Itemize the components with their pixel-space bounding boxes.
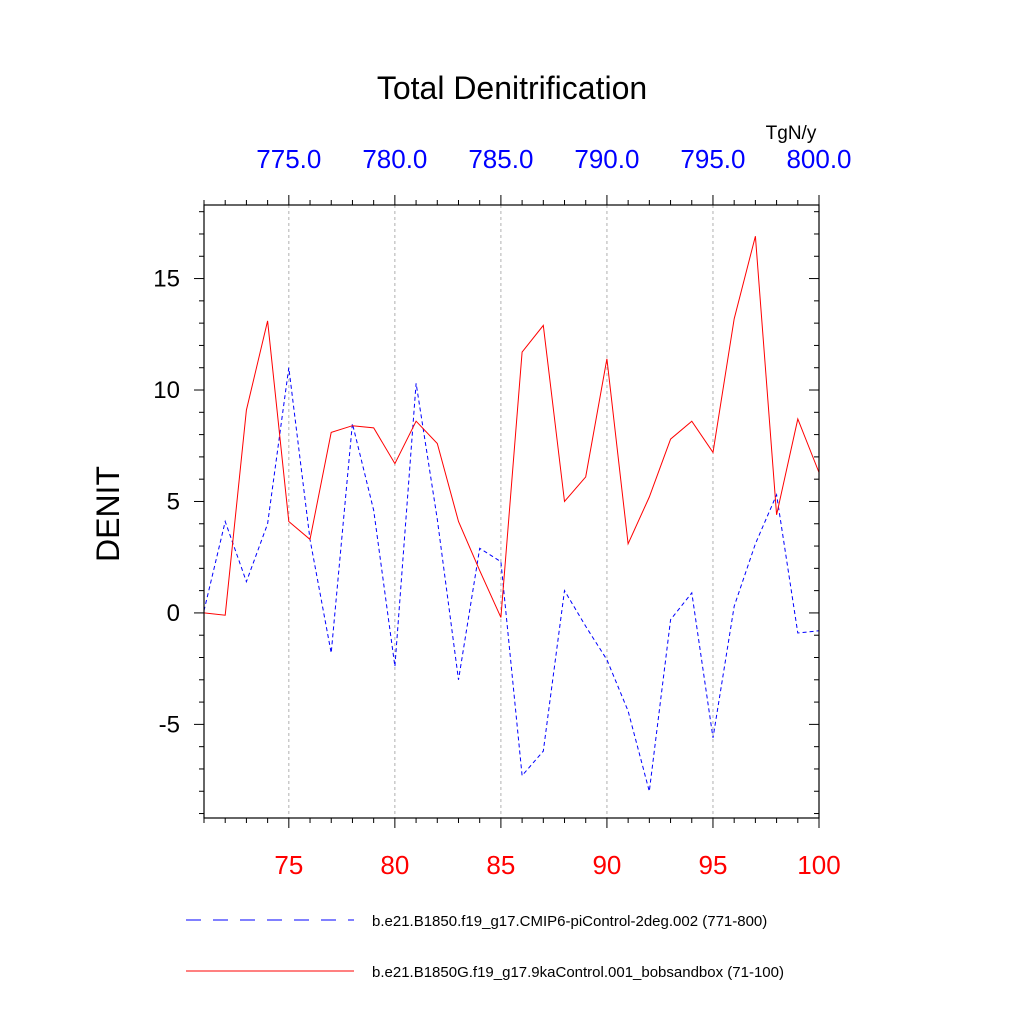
y-tick-label: 5 (167, 488, 180, 515)
grid-lines (288, 205, 714, 818)
y-tick-label: -5 (159, 711, 180, 738)
legend-label: b.e21.B1850.f19_g17.CMIP6-piControl-2deg… (372, 913, 767, 930)
x-bottom-tick-label: 90 (592, 850, 621, 880)
legend-label: b.e21.B1850G.f19_g17.9kaControl.001_bobs… (372, 964, 784, 981)
y-tick-label: 0 (167, 600, 180, 627)
chart-title: Total Denitrification (377, 70, 647, 106)
y-tick-label: 15 (153, 266, 180, 293)
series-line-piControl (203, 367, 820, 792)
x-bottom-tick-label: 95 (699, 850, 728, 880)
x-top-tick-label: 795.0 (680, 144, 745, 174)
x-top-tick-label: 780.0 (362, 144, 427, 174)
x-top-tick-label: 775.0 (256, 144, 321, 174)
x-top-tick-label: 785.0 (468, 144, 533, 174)
plot-frame (203, 204, 820, 819)
x-top-tick-label: 800.0 (786, 144, 851, 174)
y-tick-label: 10 (153, 377, 180, 404)
legend: b.e21.B1850.f19_g17.CMIP6-piControl-2deg… (186, 913, 784, 981)
series-lines (203, 236, 820, 792)
x-bottom-tick-label: 100 (797, 850, 840, 880)
x-bottom-tick-label: 80 (380, 850, 409, 880)
x-top-tick-label: 790.0 (574, 144, 639, 174)
series-line-9kaControl (203, 236, 820, 618)
units-label: TgN/y (766, 123, 817, 144)
x-bottom-tick-label: 75 (274, 850, 303, 880)
x-bottom-tick-label: 85 (486, 850, 515, 880)
axes: -5 0 5 10 15 75 80 85 90 95 100 775.0 780.0 785.0 790.… (153, 144, 851, 880)
y-axis-label: DENIT (90, 466, 126, 562)
